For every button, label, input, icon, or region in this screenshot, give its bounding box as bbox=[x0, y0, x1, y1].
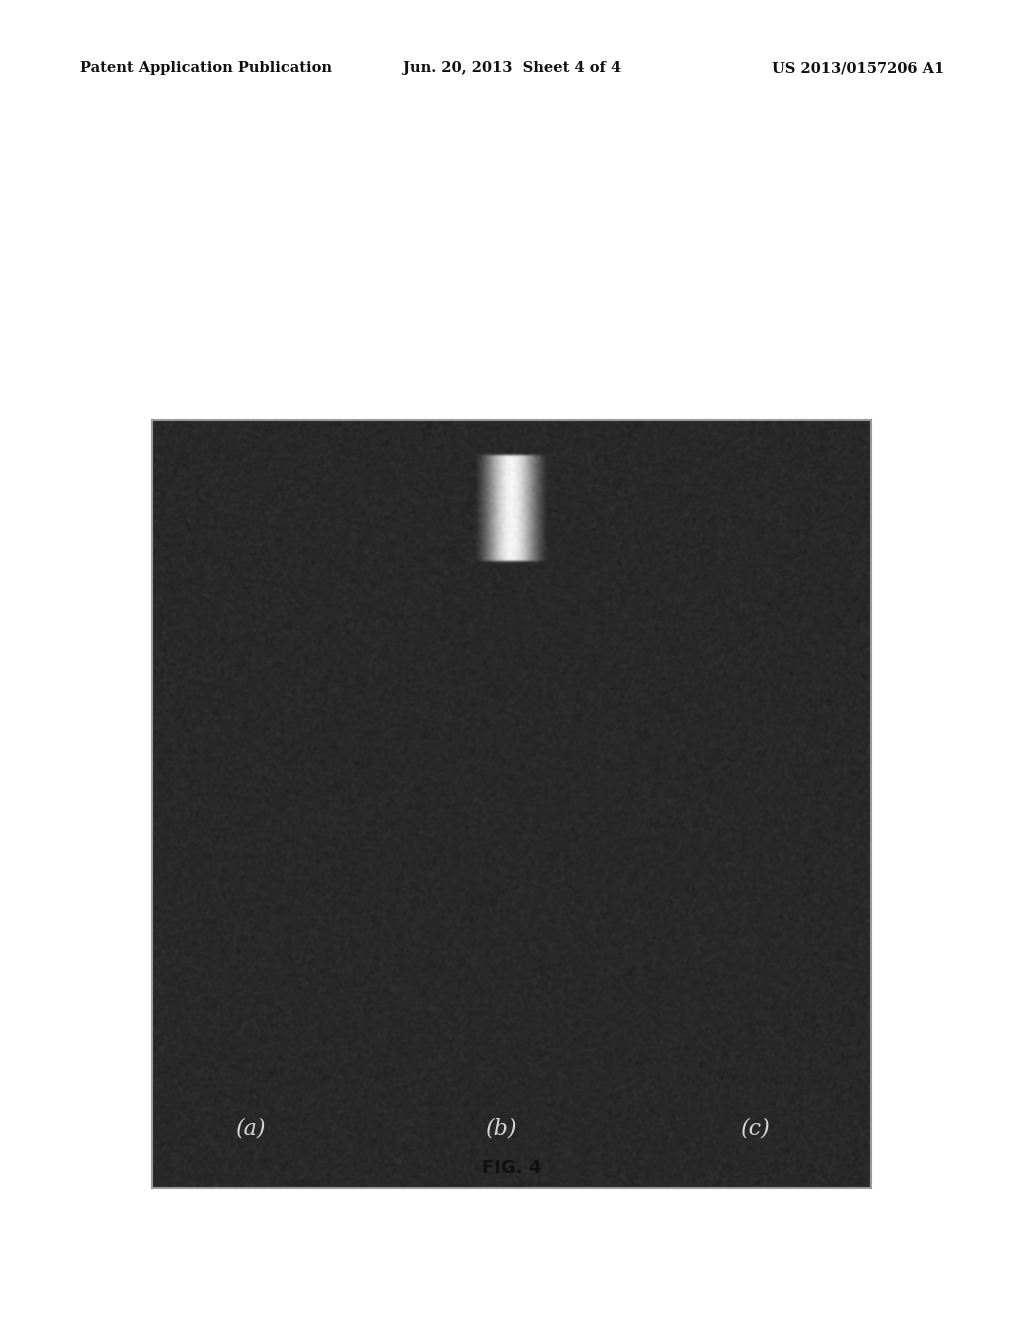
Text: (c): (c) bbox=[740, 1118, 771, 1139]
Text: (b): (b) bbox=[486, 1118, 517, 1139]
Text: Patent Application Publication: Patent Application Publication bbox=[80, 61, 332, 75]
Text: (a): (a) bbox=[236, 1118, 266, 1139]
Bar bbox=[152, 420, 871, 1188]
Text: Jun. 20, 2013  Sheet 4 of 4: Jun. 20, 2013 Sheet 4 of 4 bbox=[402, 61, 622, 75]
Text: FIG. 4: FIG. 4 bbox=[482, 1159, 542, 1177]
Text: US 2013/0157206 A1: US 2013/0157206 A1 bbox=[772, 61, 944, 75]
